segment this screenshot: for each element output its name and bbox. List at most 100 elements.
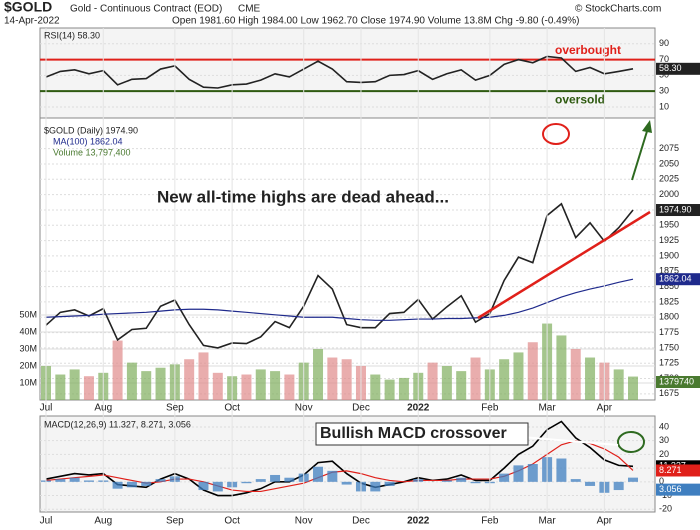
- volume-bar: [398, 377, 409, 400]
- x-tick-label: Oct: [224, 516, 240, 527]
- volume-bar: [112, 340, 123, 400]
- volume-bar: [427, 362, 438, 400]
- histogram-bar: [255, 479, 266, 482]
- histogram-bar: [370, 481, 381, 492]
- value-tag: [656, 483, 700, 496]
- y-tick-label: 1950: [659, 220, 679, 230]
- histogram-bar: [126, 481, 137, 488]
- y-tick-label: 1725: [659, 358, 679, 368]
- histogram-bar: [513, 465, 524, 482]
- price-panel: [39, 117, 656, 401]
- series-line: [45, 202, 634, 349]
- highlight-circle: [542, 123, 570, 145]
- x-tick-label: Dec: [352, 403, 370, 414]
- volume-bar: [570, 349, 581, 400]
- y-tick-label: 0: [659, 476, 664, 486]
- histogram-bar: [456, 477, 467, 482]
- arrow-head: [642, 120, 652, 133]
- x-tick-label: Mar: [538, 403, 556, 414]
- date: 14-Apr-2022: [4, 16, 60, 27]
- y-tick-label: 1675: [659, 388, 679, 398]
- histogram-bar: [284, 477, 295, 482]
- x-tick-label: Jul: [40, 516, 53, 527]
- y-tick-label: 2000: [659, 189, 679, 199]
- watermark: © StockCharts.com: [575, 4, 661, 15]
- y-tick-label: 2075: [659, 143, 679, 153]
- legend: MACD(12,26,9) 11.327, 8.271, 3.056: [44, 419, 191, 429]
- histogram-bar: [313, 466, 324, 482]
- histogram-bar: [198, 481, 209, 491]
- symbol: $GOLD: [4, 0, 52, 15]
- volume-bar: [155, 367, 166, 400]
- annotation-box: [315, 422, 529, 446]
- legend: Volume 13,797,400: [53, 147, 131, 157]
- histogram-bar: [341, 481, 352, 485]
- value-tag: [656, 204, 700, 217]
- y-tick-label: 30: [659, 86, 669, 96]
- y-tick-label: 90: [659, 38, 669, 48]
- y-tick-label: 1850: [659, 281, 679, 291]
- histogram-bar: [628, 477, 638, 482]
- volume-bar: [270, 371, 281, 400]
- volume-bar: [69, 369, 80, 400]
- histogram-bar: [69, 477, 80, 482]
- histogram-bar: [613, 481, 624, 491]
- x-tick-label: 2022: [407, 403, 430, 414]
- y-tick-label: 1775: [659, 327, 679, 337]
- volume-bar: [83, 376, 94, 400]
- histogram-bar: [112, 481, 123, 489]
- y-tick-label: 70: [659, 54, 669, 64]
- x-tick-label: 2022: [407, 516, 430, 527]
- volume-bar: [499, 359, 510, 400]
- histogram-bar: [585, 481, 596, 486]
- x-tick-label: Aug: [94, 516, 112, 527]
- x-tick-label: Dec: [352, 516, 370, 527]
- y-tick-label: 2050: [659, 158, 679, 168]
- volume-bar: [212, 372, 223, 400]
- histogram-bar: [384, 481, 395, 486]
- arrow: [631, 127, 649, 181]
- reference-label: overbought: [555, 43, 621, 57]
- y-tick-label: -20: [659, 504, 672, 514]
- histogram-bar: [556, 458, 567, 482]
- volume-bar: [441, 366, 452, 400]
- y-tick-label: 2025: [659, 174, 679, 184]
- histogram-bar: [327, 470, 338, 482]
- histogram-bar: [570, 479, 581, 482]
- volume-bar: [470, 357, 481, 400]
- volume-bar: [141, 371, 152, 400]
- volume-bar: [556, 335, 567, 400]
- histogram-bar: [470, 481, 481, 484]
- x-tick-label: Feb: [481, 516, 499, 527]
- x-tick-label: Mar: [538, 516, 556, 527]
- volume-bar: [527, 342, 538, 400]
- x-tick-label: Nov: [295, 403, 313, 414]
- value-tag: [656, 62, 700, 75]
- legend: RSI(14) 58.30: [44, 30, 100, 40]
- y-tick-label: 30M: [19, 343, 37, 353]
- volume-bar: [628, 376, 638, 400]
- histogram-bar: [527, 464, 538, 482]
- y-tick-label: 30: [659, 435, 669, 445]
- volume-bar: [126, 362, 137, 400]
- volume-bar: [384, 379, 395, 400]
- histogram-bar: [141, 481, 152, 486]
- volume-bar: [198, 352, 209, 400]
- x-tick-label: Oct: [224, 403, 240, 414]
- volume-bar: [456, 371, 467, 400]
- value-tag: [656, 464, 700, 477]
- y-tick-label: 1825: [659, 296, 679, 306]
- series-line: [45, 55, 634, 89]
- x-tick-label: Aug: [94, 403, 112, 414]
- legend: MA(100) 1862.04: [53, 136, 123, 146]
- histogram-bar: [83, 480, 94, 482]
- y-tick-label: 1900: [659, 250, 679, 260]
- x-tick-label: Apr: [597, 516, 613, 527]
- x-tick-label: Feb: [481, 403, 499, 414]
- y-tick-label: 1875: [659, 266, 679, 276]
- y-tick-label: 10: [659, 101, 669, 111]
- quote: Open 1981.60 High 1984.00 Low 1962.70 Cl…: [172, 16, 580, 27]
- value-tag-label: 3.056: [659, 484, 682, 494]
- reference-label: oversold: [555, 92, 605, 106]
